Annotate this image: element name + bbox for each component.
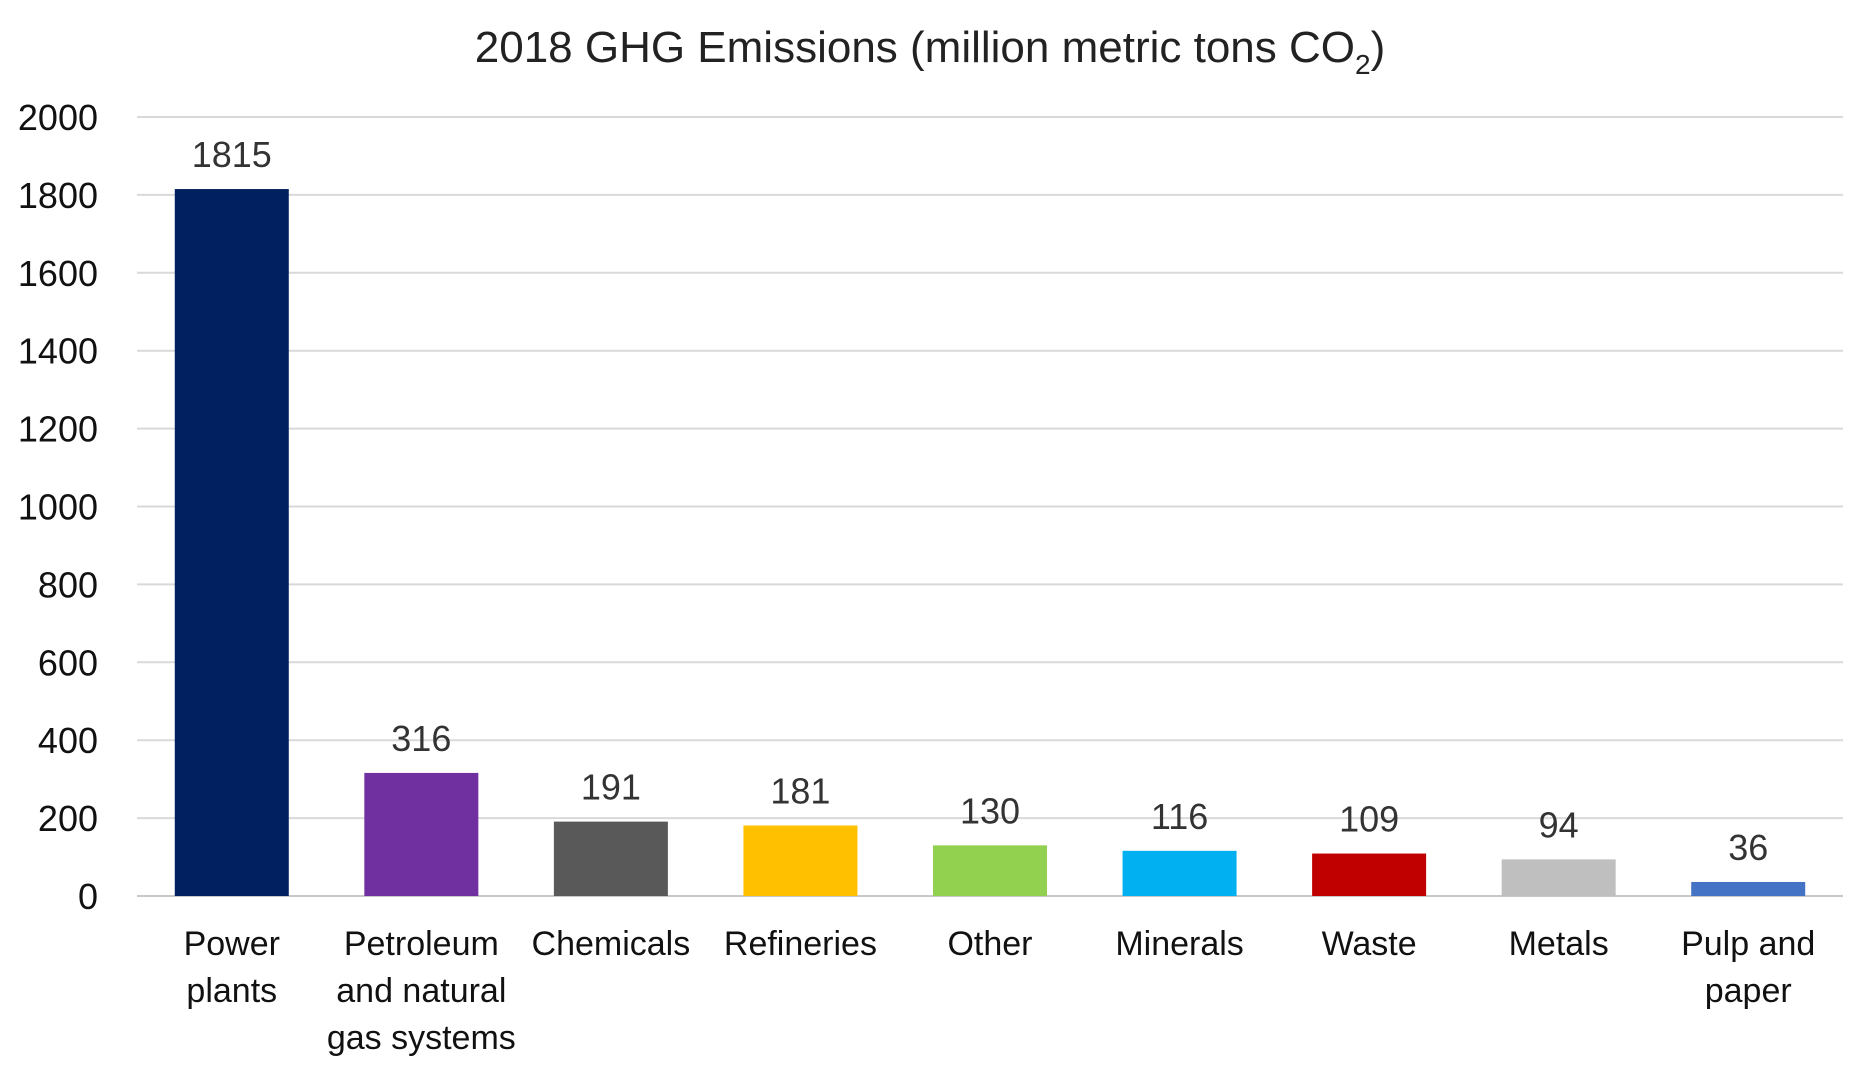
- y-tick-label: 600: [38, 642, 98, 683]
- data-label-6: 116: [1151, 796, 1208, 837]
- bar-7: [1312, 853, 1427, 896]
- x-tick-label-line: Other: [947, 925, 1032, 963]
- chart-title-main: 2018 GHG Emissions (million metric tons …: [475, 23, 1355, 72]
- x-tick-label-line: plants: [186, 972, 277, 1010]
- chart-title-suffix: ): [1371, 23, 1386, 72]
- bar-5: [933, 845, 1047, 896]
- x-tick-label-line: Power: [184, 925, 280, 963]
- x-tick-label-7: Waste: [1322, 925, 1417, 963]
- chart-title: 2018 GHG Emissions (million metric tons …: [475, 23, 1385, 80]
- y-tick-label: 1400: [18, 331, 98, 372]
- x-axis: Power plants Petroleum and natural gas syste…: [184, 925, 1816, 1057]
- x-tick-label-line: gas systems: [327, 1019, 516, 1057]
- data-label-2: 316: [391, 718, 451, 759]
- bar-9: [1691, 881, 1806, 896]
- y-tick-label: 1000: [18, 487, 98, 528]
- x-tick-label-line: paper: [1705, 972, 1792, 1010]
- bar-1: [174, 189, 289, 896]
- x-tick-label-1: Power plants: [184, 925, 280, 1010]
- y-tick-label: 1600: [18, 253, 98, 294]
- data-label-7: 109: [1339, 799, 1399, 840]
- bar-2: [364, 772, 479, 896]
- y-tick-label: 400: [38, 720, 98, 761]
- x-tick-label-5: Other: [947, 925, 1032, 963]
- x-tick-label-line: Petroleum: [344, 925, 499, 963]
- bar-6: [1122, 850, 1237, 896]
- x-tick-label-line: Pulp and: [1681, 925, 1815, 963]
- x-tick-label-line: Metals: [1509, 925, 1609, 963]
- chart-title-subscript: 2: [1355, 49, 1371, 80]
- data-label-8: 94: [1539, 804, 1579, 845]
- y-tick-label: 2000: [18, 97, 98, 138]
- data-label-1: 1815: [192, 134, 272, 175]
- y-axis: 0 200 400 600 800 1000 1200 1400 1600 1800 2000: [18, 97, 98, 917]
- data-label-4: 181: [770, 771, 830, 812]
- bar-8: [1501, 859, 1616, 896]
- y-tick-label: 800: [38, 564, 98, 605]
- x-tick-label-line: Refineries: [724, 925, 877, 963]
- x-tick-label-line: and natural: [336, 972, 506, 1010]
- x-tick-label-line: Chemicals: [532, 925, 691, 963]
- y-tick-label: 1800: [18, 175, 98, 216]
- x-tick-label-4: Refineries: [724, 925, 877, 963]
- x-tick-label-8: Metals: [1509, 925, 1609, 963]
- x-tick-label-2: Petroleum and natural gas systems: [327, 925, 516, 1057]
- x-tick-label-3: Chemicals: [532, 925, 691, 963]
- data-label-5: 130: [960, 790, 1020, 831]
- y-tick-label: 200: [38, 798, 98, 839]
- x-tick-label-6: Minerals: [1115, 925, 1243, 963]
- bar-3: [553, 821, 668, 896]
- y-tick-label: 0: [78, 876, 98, 917]
- data-labels: 1815 316 191 181 130 116 109 94 36: [192, 134, 1769, 868]
- data-label-9: 36: [1728, 827, 1768, 868]
- x-tick-label-line: Minerals: [1115, 925, 1243, 963]
- data-label-3: 191: [581, 767, 641, 808]
- bar-4: [743, 825, 858, 896]
- x-tick-label-line: Waste: [1322, 925, 1417, 963]
- y-tick-label: 1200: [18, 409, 98, 450]
- x-tick-label-9: Pulp and paper: [1681, 925, 1815, 1010]
- bars: [174, 189, 1806, 896]
